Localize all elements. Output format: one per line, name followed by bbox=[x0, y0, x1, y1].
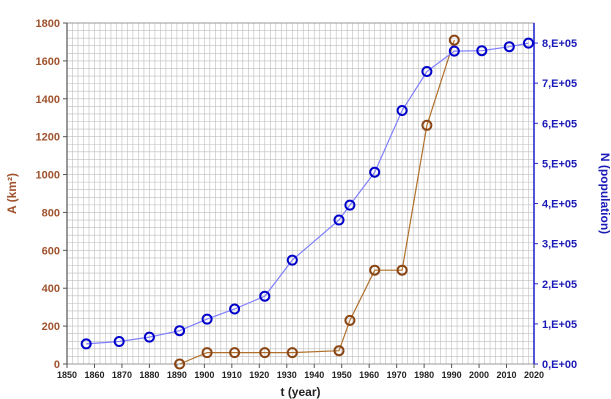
right-axis-tick-label: 4,E+05 bbox=[542, 199, 577, 211]
population-data-point bbox=[286, 254, 298, 266]
left-axis-tick-label: 400 bbox=[42, 283, 60, 295]
x-axis-tick-label: 1930 bbox=[277, 370, 297, 380]
right-axis-title: N (population) bbox=[598, 153, 611, 234]
x-axis-tick-label: 2020 bbox=[524, 370, 544, 380]
population-data-point bbox=[476, 45, 488, 57]
population-data-point bbox=[201, 313, 213, 325]
population-data-point bbox=[369, 166, 381, 178]
axes bbox=[63, 22, 538, 368]
left-axis-tick-label: 1200 bbox=[36, 132, 60, 144]
population-data-point bbox=[503, 41, 515, 53]
population-data-point bbox=[333, 214, 345, 226]
left-axis-tick-label: 1600 bbox=[36, 56, 60, 68]
population-data-point bbox=[80, 338, 92, 350]
x-axis-tick-label: 1850 bbox=[57, 370, 77, 380]
x-axis-tick-label: 1980 bbox=[414, 370, 434, 380]
area-data-point bbox=[333, 345, 345, 357]
left-axis-tick-label: 1400 bbox=[36, 94, 60, 106]
right-axis-tick-label: 5,E+05 bbox=[542, 158, 577, 170]
population-data-point bbox=[259, 290, 271, 302]
right-axis-tick-label: 0,E+00 bbox=[542, 359, 577, 371]
right-axis-tick-label: 7,E+05 bbox=[542, 78, 577, 90]
x-axis-tick-label: 1870 bbox=[112, 370, 132, 380]
area-data-point bbox=[201, 347, 213, 359]
x-axis-tick-label: 1950 bbox=[332, 370, 352, 380]
area-data-point bbox=[174, 358, 186, 370]
population-data-point bbox=[421, 66, 433, 77]
population-data-point bbox=[143, 331, 155, 343]
x-axis-tick-label: 1970 bbox=[387, 370, 407, 380]
x-axis-tick-label: 2010 bbox=[497, 370, 517, 380]
x-axis-title: t (year) bbox=[280, 385, 320, 399]
left-axis-tick-label: 600 bbox=[42, 245, 60, 257]
area-data-point bbox=[259, 347, 271, 359]
x-axis-tick-label: 1920 bbox=[249, 370, 269, 380]
left-axis-tick-label: 0 bbox=[54, 359, 60, 371]
population-data-point bbox=[113, 336, 125, 347]
right-axis-tick-label: 6,E+05 bbox=[542, 118, 577, 130]
population-data-point bbox=[174, 325, 186, 337]
x-axis-tick-label: 1900 bbox=[194, 370, 214, 380]
population-data-point bbox=[523, 37, 534, 49]
x-axis-tick-label: 1910 bbox=[222, 370, 242, 380]
population-data-point bbox=[396, 105, 408, 116]
population-data-point bbox=[344, 199, 356, 211]
x-axis-tick-label: 1990 bbox=[442, 370, 462, 380]
x-axis-tick-label: 1880 bbox=[139, 370, 159, 380]
left-axis-tick-label: 200 bbox=[42, 321, 60, 333]
area-data-point bbox=[448, 34, 460, 46]
right-axis-tick-label: 8,E+05 bbox=[542, 38, 577, 50]
area-data-point bbox=[421, 119, 433, 131]
x-axis-tick-label: 1940 bbox=[304, 370, 324, 380]
left-axis-tick-label: 800 bbox=[42, 207, 60, 219]
population-series-line bbox=[86, 42, 529, 345]
right-axis-tick-label: 3,E+05 bbox=[542, 239, 577, 251]
population-data-point bbox=[229, 303, 241, 315]
area-data-point bbox=[344, 314, 356, 326]
area-data-point bbox=[229, 347, 241, 359]
x-axis-tick-label: 2000 bbox=[469, 370, 489, 380]
right-axis-tick-label: 1,E+05 bbox=[542, 319, 577, 331]
area-data-point bbox=[286, 347, 298, 359]
left-axis-tick-label: 1000 bbox=[36, 170, 60, 182]
x-axis-tick-label: 1960 bbox=[359, 370, 379, 380]
right-axis-tick-label: 2,E+05 bbox=[542, 279, 577, 291]
left-axis-tick-label: 1800 bbox=[36, 18, 60, 30]
series bbox=[80, 34, 534, 370]
area-data-point bbox=[396, 264, 408, 276]
tick-labels: 0 200 400 600 800 1000 1200 1400 1600 1800 0,E+00 1… bbox=[36, 18, 578, 380]
population-data-point bbox=[448, 45, 460, 57]
grid-lines bbox=[66, 22, 535, 365]
x-axis-tick-label: 1890 bbox=[167, 370, 187, 380]
area-data-point bbox=[369, 264, 381, 276]
left-axis-title: A (km²) bbox=[5, 173, 19, 214]
area-series-line bbox=[179, 39, 455, 365]
x-axis-tick-label: 1860 bbox=[84, 370, 104, 380]
